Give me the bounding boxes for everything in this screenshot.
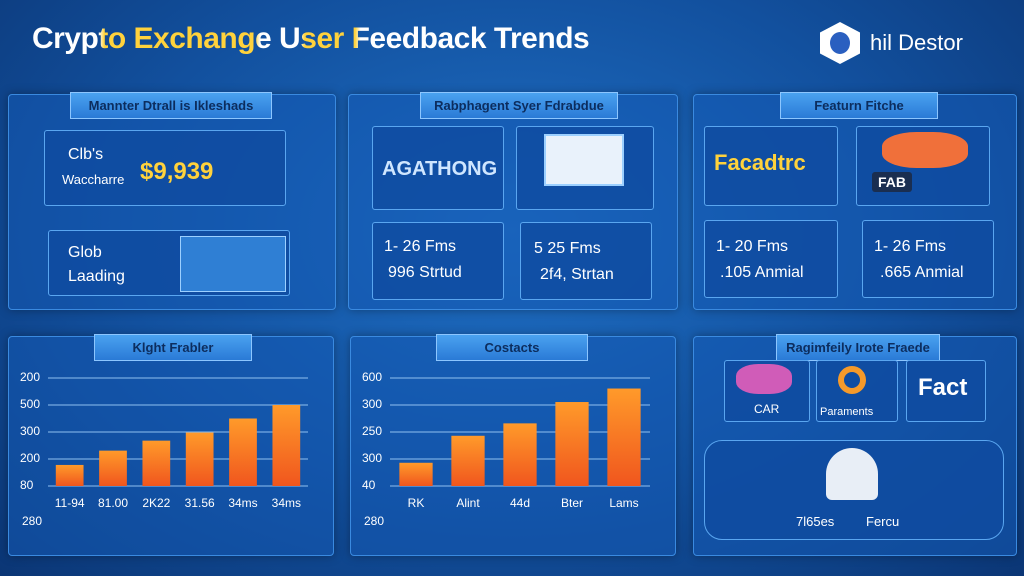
logo-text: Facadtrc <box>714 150 806 175</box>
panel-title: Klght Frabler <box>94 334 252 361</box>
panel-title: Featurn Fitche <box>780 92 938 119</box>
y-tick-label: 40 <box>362 478 376 492</box>
map-image <box>180 236 286 292</box>
label: 1- 26 Fms <box>384 238 457 255</box>
bar <box>99 450 127 486</box>
axis-footer: 280 <box>22 514 42 528</box>
card <box>704 126 838 206</box>
label: Glob <box>68 244 102 261</box>
y-tick-label: 250 <box>362 424 382 438</box>
bar <box>451 435 485 486</box>
chart: 80 200 300 500 200 11-94 81.00 2K22 31.56 34ms 34m… <box>20 370 308 528</box>
label: Clb's <box>68 146 104 163</box>
panel-title: Rabphagent Syer Fdrabdue <box>420 92 618 119</box>
bar <box>503 423 537 486</box>
label: Waccharre <box>62 172 125 187</box>
value: $9,939 <box>140 158 214 185</box>
y-tick-label: 80 <box>20 478 34 492</box>
title: Crypto Exchange User Feedback Trends <box>32 22 590 55</box>
card-image <box>882 132 968 168</box>
label: Laading <box>68 268 125 285</box>
y-tick-label: 600 <box>362 370 382 384</box>
logo-text: Fact <box>918 374 968 401</box>
x-tick-label: 34ms <box>228 496 257 510</box>
bar <box>399 462 433 486</box>
label: 5 25 Fms <box>534 240 601 257</box>
logo <box>820 22 860 64</box>
panel-title: Ragimfeily Irote Fraede <box>776 334 940 361</box>
logo-text: AGATHONG <box>382 158 498 180</box>
label: Paraments <box>820 406 874 418</box>
x-tick-label: 2K22 <box>142 496 170 510</box>
label: 996 Strtud <box>388 264 462 281</box>
panel-title: Mannter Dtrall is Ikleshads <box>70 92 272 119</box>
card <box>906 360 986 422</box>
brand: hil Destor <box>870 30 963 55</box>
label: 1- 20 Fms <box>716 238 789 255</box>
label: .665 Anmial <box>880 264 964 281</box>
x-tick-label: RK <box>408 496 425 510</box>
x-tick-label: Bter <box>561 496 583 510</box>
label: .105 Anmial <box>720 264 804 281</box>
icon <box>838 366 866 394</box>
bar <box>272 405 301 486</box>
card <box>704 220 838 298</box>
label: 7l65es <box>796 514 835 529</box>
bar <box>185 432 214 486</box>
x-tick-label: 34ms <box>272 496 301 510</box>
x-tick-label: 31.56 <box>185 496 215 510</box>
label: 1- 26 Fms <box>874 238 947 255</box>
y-tick-label: 300 <box>20 424 40 438</box>
y-tick-label: 200 <box>20 451 40 465</box>
label: 2f4, Strtan <box>540 266 614 283</box>
x-tick-label: 81.00 <box>98 496 128 510</box>
card-image <box>544 134 624 186</box>
badge: FAB <box>872 172 912 192</box>
panel-title: Costacts <box>436 334 588 361</box>
chart: 40 300 250 300 600 RK Alint 44d Bter Lams 280 <box>362 370 650 528</box>
y-tick-label: 500 <box>20 397 40 411</box>
label: Fercu <box>866 514 900 529</box>
bar <box>555 402 589 486</box>
bar <box>229 418 257 486</box>
x-tick-label: Lams <box>609 496 638 510</box>
axis-footer: 280 <box>364 514 384 528</box>
bar <box>607 388 641 486</box>
card <box>862 220 994 298</box>
card <box>372 126 504 210</box>
icon <box>826 448 878 500</box>
label: CAR <box>754 402 780 416</box>
x-tick-label: 11-94 <box>55 496 85 510</box>
x-tick-label: Alint <box>456 496 480 510</box>
x-tick-label: 44d <box>510 496 530 510</box>
card <box>372 222 504 300</box>
bar <box>55 464 84 486</box>
card <box>44 130 286 206</box>
icon <box>736 364 792 394</box>
y-tick-label: 200 <box>20 370 40 384</box>
y-tick-label: 300 <box>362 451 382 465</box>
card <box>520 222 652 300</box>
y-tick-label: 300 <box>362 397 382 411</box>
bar <box>142 440 171 486</box>
